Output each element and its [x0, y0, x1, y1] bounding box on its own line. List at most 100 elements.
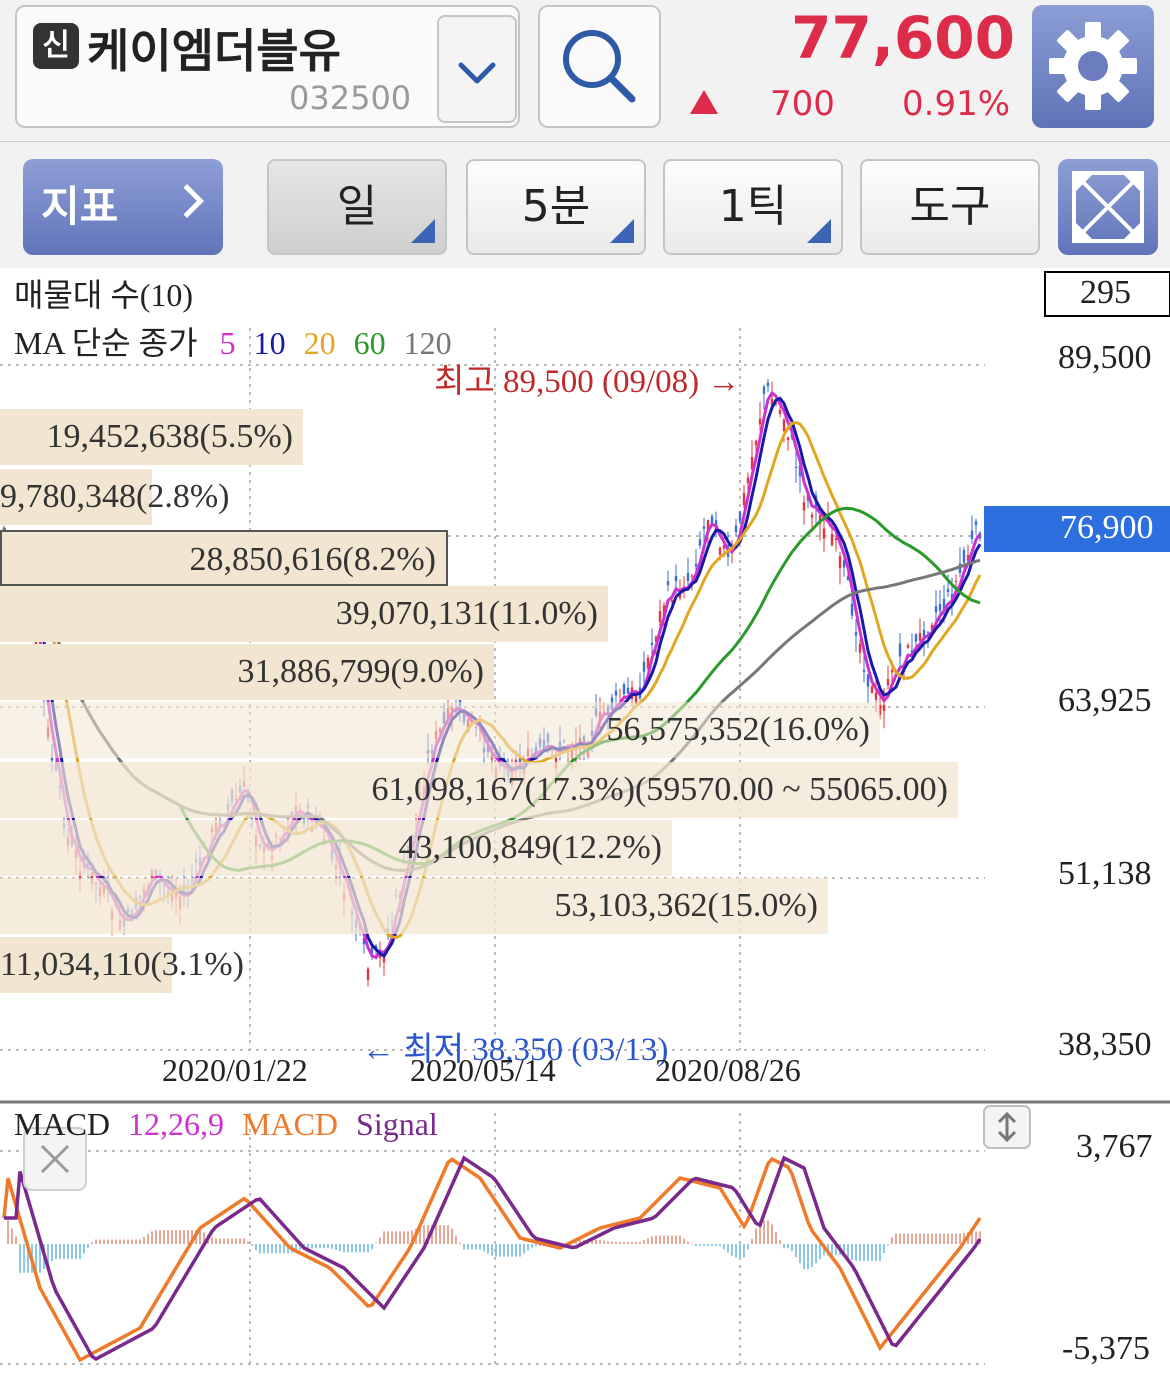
period-1tick-button[interactable]: 1틱 [663, 159, 843, 255]
volume-profile-label: 19,452,638(5.5%) [0, 409, 303, 465]
ma-legend-title: MA 단순 종가 [14, 325, 198, 361]
candle-body [810, 514, 814, 518]
candle-body [890, 670, 894, 673]
candle-body [518, 758, 522, 764]
period-day-button[interactable]: 일 [267, 159, 447, 255]
candle-body [738, 511, 742, 521]
candle-body [906, 645, 910, 648]
candle-body [866, 674, 870, 687]
candle-body [938, 604, 942, 611]
x-axis-date: 2020/08/26 [655, 1052, 801, 1088]
gear-icon [1049, 22, 1137, 110]
candle-body [34, 635, 38, 649]
candle-body [670, 600, 674, 603]
candle-body [646, 657, 650, 669]
ma-legend-10: 10 [253, 325, 286, 361]
candle-body [622, 684, 626, 695]
stock-code: 032500 [289, 79, 412, 117]
candle-body [794, 466, 798, 468]
candle-body [650, 642, 654, 646]
count-box-value: 295 [1080, 274, 1131, 311]
up-arrow-icon [690, 90, 718, 114]
candle-body [370, 944, 374, 955]
price-change: 700 0.91% [690, 84, 1020, 130]
candle-body [626, 687, 630, 694]
candle-body [666, 581, 670, 586]
corner-triangle-icon [807, 219, 831, 243]
tools-button[interactable]: 도구 [860, 159, 1040, 255]
tools-label: 도구 [909, 181, 991, 232]
macd-title: MACD [14, 1106, 111, 1142]
volume-profile-label: 61,098,167(17.3%)(59570.00 ~ 55065.00) [0, 762, 958, 818]
period-1tick-label: 1틱 [718, 181, 788, 232]
search-icon [563, 30, 636, 103]
macd-signal-label: Signal [356, 1106, 438, 1142]
y-axis-label: 38,350 [1058, 1026, 1152, 1063]
volume-profile-label: 9,780,348(2.8%) [0, 469, 229, 525]
ma-legend: MA 단순 종가 5 10 20 60 120 [14, 318, 452, 364]
current-price: 77,600 [791, 4, 1015, 72]
candle-body [706, 520, 710, 532]
expand-button[interactable] [1058, 159, 1158, 255]
candle-body [862, 669, 866, 672]
candle-body [922, 629, 926, 641]
candle-body [898, 643, 902, 657]
candle-body [918, 633, 922, 641]
candle-body [634, 694, 638, 704]
macd-params: 12,26,9 [128, 1106, 225, 1142]
candle-body [946, 588, 950, 592]
candle-body [786, 437, 790, 440]
candle-body [874, 692, 878, 700]
current-price-tag-bg [984, 506, 1170, 552]
x-axis-date: 2020/05/14 [410, 1052, 556, 1088]
corner-triangle-icon [411, 219, 435, 243]
macd-y-top: 3,767 [1076, 1128, 1153, 1165]
period-5min-button[interactable]: 5분 [466, 159, 646, 255]
volume-profile-label: 28,850,616(8.2%) [0, 530, 448, 586]
stock-dropdown-button[interactable] [437, 15, 517, 123]
resize-vertical-icon [997, 1111, 1017, 1143]
price-chart[interactable]: 19,452,638(5.5%) 9,780,348(2.8%) 28,850,… [0, 268, 1170, 1374]
corner-triangle-icon [610, 219, 634, 243]
indicator-button[interactable]: 지표 [23, 159, 223, 255]
close-icon [40, 1144, 70, 1174]
macd-legend: MACD 12,26,9 MACD Signal [14, 1106, 438, 1143]
candle-body [754, 440, 758, 446]
y-axis-label: 89,500 [1058, 339, 1152, 376]
candle-body [970, 530, 974, 539]
volume-profile-label: 39,070,131(11.0%) [0, 586, 608, 642]
settings-button[interactable] [1032, 5, 1154, 128]
low-price-annotation: ← 최저 38,350 (03/13) [362, 1032, 669, 1068]
candle-body [742, 492, 746, 505]
search-button[interactable] [538, 5, 661, 128]
candle-body [746, 477, 750, 484]
expand-icon [1072, 171, 1144, 243]
chevron-right-icon [170, 184, 204, 218]
candle-body [702, 526, 706, 529]
candle-body [662, 605, 666, 617]
y-axis-label: 51,138 [1058, 855, 1152, 892]
period-day-label: 일 [336, 181, 378, 232]
candle-body [870, 686, 874, 694]
change-amount: 700 [770, 84, 835, 124]
candle-body [678, 591, 682, 599]
change-rate: 0.91% [902, 84, 1011, 124]
candle-body [846, 576, 850, 581]
candle-body [798, 465, 802, 477]
candle-body [674, 576, 678, 582]
candle-body [878, 704, 882, 715]
ma-legend-5: 5 [219, 325, 236, 361]
candle-body [954, 580, 958, 582]
candle-body [698, 539, 702, 546]
macd-line-label: MACD [242, 1106, 339, 1142]
ma-legend-60: 60 [353, 325, 386, 361]
period-5min-label: 5분 [521, 181, 591, 232]
volume-profile-label: 11,034,110(3.1%) [0, 937, 244, 993]
candle-body [734, 525, 738, 533]
candle-body [766, 382, 770, 387]
indicator-label: 지표 [41, 182, 119, 231]
candle-body [926, 631, 930, 633]
ma-legend-120: 120 [403, 325, 452, 361]
stock-selector[interactable]: 신 케이엠더블유 032500 [15, 5, 520, 128]
volume-profile-label: 56,575,352(16.0%) [0, 702, 880, 758]
